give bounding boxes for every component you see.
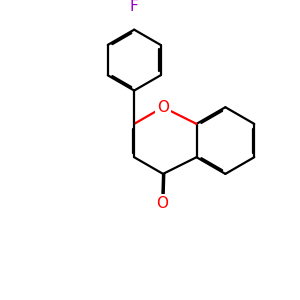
Text: O: O	[157, 100, 169, 115]
Text: O: O	[156, 196, 168, 211]
Text: F: F	[130, 0, 139, 14]
